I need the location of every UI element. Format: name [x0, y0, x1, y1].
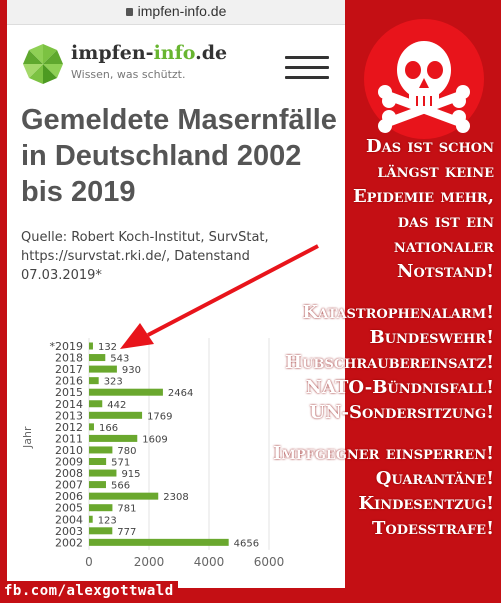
category-label: 2010 — [55, 444, 83, 457]
category-label: 2002 — [55, 536, 83, 549]
data-label: 1769 — [147, 411, 172, 422]
bar — [89, 365, 117, 373]
source-caption: fb.com/alexgottwald — [0, 581, 178, 601]
bar — [89, 538, 229, 546]
category-label: 2018 — [55, 352, 83, 365]
data-label: 323 — [104, 377, 123, 388]
x-tick-label: 4000 — [194, 555, 225, 569]
category-label: 2012 — [55, 421, 83, 434]
data-label: 166 — [99, 423, 118, 434]
category-label: 2011 — [55, 432, 83, 445]
skull-crossbones-icon — [364, 19, 484, 139]
slogan-group-alarm: Katastrophenalarm! Bundeswehr! Hubschraube… — [250, 300, 494, 425]
slogan-line: Kindesentzug! — [358, 493, 494, 514]
data-label: 571 — [111, 458, 130, 469]
slogan-group-notstand: Das ist schon längst keine Epidemie mehr, d… — [250, 134, 494, 284]
x-tick-label: 0 — [85, 555, 93, 569]
category-label: 2014 — [55, 398, 83, 411]
category-label: 2015 — [55, 386, 83, 399]
data-label: 123 — [98, 515, 117, 526]
slogan-line: nationaler — [393, 236, 494, 257]
brand-tld: .de — [195, 42, 228, 64]
site-logo-icon[interactable] — [21, 42, 65, 86]
slogan-line: Impfgegner einsperren! — [272, 443, 494, 464]
phone-screenshot: impfen-info.de impfen-info.de Wissen, wa… — [7, 0, 345, 588]
slogan-line: Hubschraubereinsatz! — [285, 352, 494, 373]
category-label: 2007 — [55, 479, 83, 492]
data-label: 1609 — [142, 434, 167, 445]
data-label: 930 — [122, 365, 141, 376]
bar — [89, 481, 106, 489]
article-title: Gemeldete Masernfälle in Deutschland 200… — [21, 104, 337, 208]
article-source: Quelle: Robert Koch-Institut, SurvStat, … — [21, 230, 269, 283]
slogan-line: längst keine — [377, 161, 494, 182]
data-label: 2308 — [163, 492, 188, 503]
data-label: 566 — [111, 481, 130, 492]
bar — [89, 423, 94, 431]
bar — [89, 458, 107, 465]
data-label: 2464 — [168, 388, 193, 399]
bar — [89, 446, 113, 454]
hamburger-menu-icon[interactable] — [285, 56, 329, 82]
slogan-group-strafen: Impfgegner einsperren! Quarantäne! Kindese… — [250, 441, 494, 541]
data-label: 543 — [110, 354, 129, 365]
data-label: 4656 — [234, 538, 259, 549]
bar — [89, 527, 113, 535]
slogan-line: Epidemie mehr, — [352, 186, 494, 207]
site-tagline: Wissen, was schützt. — [71, 68, 186, 81]
data-label: 442 — [107, 400, 126, 411]
bar — [89, 469, 117, 477]
data-label: 915 — [121, 469, 140, 480]
category-label: 2003 — [55, 525, 83, 538]
category-label: 2017 — [55, 363, 83, 376]
bar — [89, 342, 93, 350]
brand-main: impfen- — [71, 42, 154, 64]
slogan-line: Bundeswehr! — [369, 327, 495, 348]
browser-url-bar[interactable]: impfen-info.de — [7, 0, 345, 25]
lock-icon — [125, 8, 133, 16]
slogan-line: Notstand! — [397, 261, 494, 282]
bar — [89, 377, 99, 385]
slogan-line: Todesstrafe! — [372, 518, 494, 539]
x-tick-label: 6000 — [254, 555, 285, 569]
category-label: 2004 — [55, 513, 83, 526]
site-brand[interactable]: impfen-info.de — [71, 42, 227, 64]
brand-accent: info — [153, 42, 196, 64]
data-label: 781 — [117, 504, 136, 515]
category-label: 2013 — [55, 409, 83, 422]
category-label: 2008 — [55, 467, 83, 480]
category-label: *2019 — [50, 340, 84, 353]
measles-bar-chart: *201920182017201620152014201320122011201… — [21, 338, 285, 569]
slogan-line: Quarantäne! — [375, 468, 494, 489]
bar — [89, 504, 113, 512]
data-label: 777 — [117, 527, 136, 538]
slogan-overlay: Das ist schon längst keine Epidemie mehr, d… — [250, 134, 494, 541]
slogan-line: das ist ein — [397, 211, 494, 232]
data-label: 780 — [117, 446, 136, 457]
url-text: impfen-info.de — [137, 3, 227, 19]
bar — [89, 411, 143, 419]
bar — [89, 400, 103, 408]
bar — [89, 354, 106, 362]
bar — [89, 388, 163, 396]
slogan-line: Das ist schon — [366, 136, 494, 157]
bar — [89, 492, 159, 500]
bar — [89, 434, 138, 442]
bar — [89, 515, 93, 523]
y-axis-label: Jahr — [21, 426, 34, 449]
x-tick-label: 2000 — [134, 555, 165, 569]
category-label: 2006 — [55, 490, 83, 503]
slogan-line: Katastrophenalarm! — [302, 302, 494, 323]
data-label: 132 — [98, 342, 117, 353]
category-label: 2005 — [55, 502, 83, 515]
category-label: 2016 — [55, 375, 83, 388]
category-label: 2009 — [55, 456, 83, 469]
slogan-line: UN-Sondersitzung! — [309, 402, 494, 423]
slogan-line: NATO-Bündnisfall! — [305, 377, 494, 398]
